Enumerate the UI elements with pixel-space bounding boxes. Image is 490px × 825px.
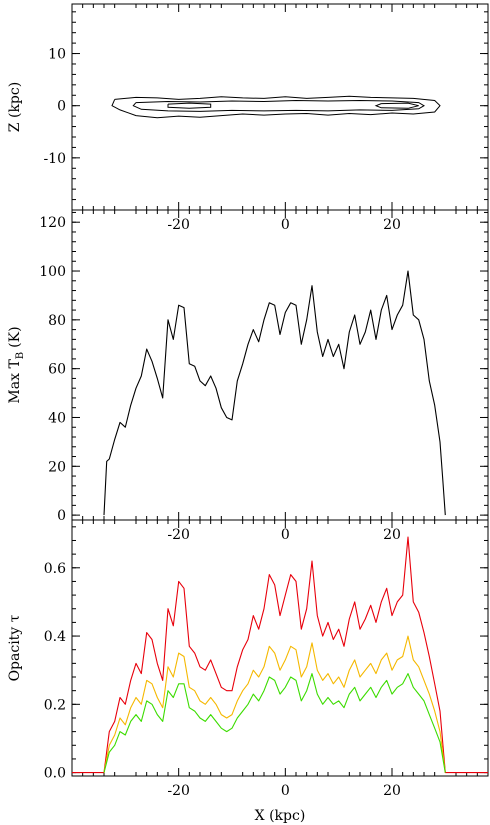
y-axis-label-unit: (K)	[7, 326, 23, 347]
y-tick-label: -10	[43, 151, 66, 167]
y-tick-label: 40	[48, 410, 66, 426]
plot-frame	[71, 3, 489, 211]
x-tick-label: 0	[281, 783, 290, 799]
y-axis-label-text: Max T	[7, 359, 23, 404]
x-tick-label: 20	[383, 217, 401, 233]
y-tick-label: 120	[39, 215, 66, 231]
x-tick-label: -20	[167, 527, 190, 543]
contour-line	[167, 102, 212, 109]
plot-frame	[71, 209, 489, 521]
y-tick-label: 0.4	[44, 629, 66, 645]
contour-line	[374, 102, 419, 109]
y-tick-label: 80	[48, 313, 66, 329]
y-tick-label: 20	[48, 459, 66, 475]
y-tick-label: 0.2	[44, 697, 66, 713]
x-tick-label: 20	[383, 783, 401, 799]
opacity-panel: -20 0 20 0.0 0.2 0.4 0.6 Opacity τ X (kpc)	[7, 519, 489, 824]
x-tick-label: -20	[167, 217, 190, 233]
plot-frame	[71, 519, 489, 777]
max-brightness-panel: -20 0 20 0 20 40 60 80 100 120 Max TB (K)	[7, 209, 489, 543]
x-tick-label: 0	[281, 217, 290, 233]
y-tick-label: 0.6	[44, 561, 66, 577]
x-tick-label: 20	[383, 527, 401, 543]
x-tick-label: -20	[167, 783, 190, 799]
x-tick-label: 0	[281, 527, 290, 543]
y-axis-label: Z (kpc)	[7, 82, 23, 132]
contour-panel: -20 0 20 -10 0 10 Z (kpc)	[7, 3, 489, 233]
y-axis-label: Max TB (K)	[7, 326, 26, 403]
y-tick-label: 60	[48, 362, 66, 378]
y-axis-label-text: Z (kpc)	[7, 82, 23, 132]
y-tick-label: 0	[57, 508, 66, 524]
y-axis-label: Opacity τ	[7, 614, 23, 681]
y-axis-label-text: Opacity τ	[7, 614, 23, 681]
y-tick-label: 100	[39, 264, 66, 280]
series-line-0	[103, 270, 446, 516]
series-line-2	[103, 673, 446, 773]
series-line-1	[103, 635, 446, 773]
y-tick-label: 0	[57, 99, 66, 115]
y-tick-label: 10	[48, 47, 66, 63]
contour-line	[132, 99, 425, 112]
contour-line	[111, 95, 441, 119]
x-axis-label: X (kpc)	[255, 808, 306, 824]
y-axis-label-subscript: B	[15, 352, 26, 359]
y-tick-label: 0.0	[44, 766, 66, 782]
series-line-0	[72, 536, 488, 774]
